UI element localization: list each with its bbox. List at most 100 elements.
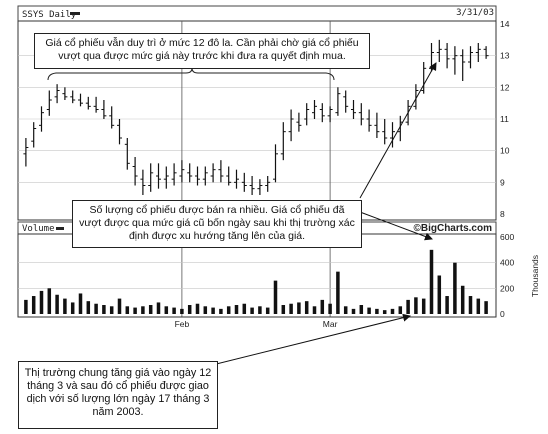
ohlc-bar bbox=[140, 169, 146, 195]
volume-bar bbox=[211, 307, 215, 314]
volume-bar bbox=[226, 306, 231, 314]
x-tick-label: Mar bbox=[323, 319, 338, 329]
volume-bar bbox=[328, 303, 332, 314]
volume-bar bbox=[390, 308, 395, 314]
volume-bar bbox=[297, 302, 301, 314]
volume-bar bbox=[63, 298, 67, 314]
ohlc-bar bbox=[148, 163, 154, 192]
volume-bar bbox=[39, 290, 44, 314]
ohlc-bar bbox=[62, 87, 68, 100]
volume-bar bbox=[453, 262, 457, 314]
ohlc-bar bbox=[444, 43, 450, 69]
ohlc-bar bbox=[187, 163, 193, 183]
ohlc-bar bbox=[280, 122, 286, 161]
volume-bar bbox=[258, 306, 262, 314]
volume-bar bbox=[55, 294, 59, 314]
volume-bar bbox=[117, 298, 122, 314]
ohlc-bar bbox=[234, 169, 239, 189]
ohlc-bar bbox=[335, 87, 341, 116]
ohlc-bar bbox=[374, 112, 380, 138]
ohlc-bar bbox=[366, 109, 372, 132]
volume-bar bbox=[141, 306, 145, 314]
ohlc-bar bbox=[382, 119, 388, 145]
volume-bar bbox=[382, 310, 387, 314]
volume-bar bbox=[148, 305, 153, 314]
volume-bar bbox=[429, 249, 434, 314]
ohlc-bar bbox=[343, 90, 349, 113]
volume-bar bbox=[125, 306, 130, 314]
volume-bar bbox=[234, 305, 239, 314]
volume-bar bbox=[133, 307, 137, 314]
arrow-to-breakout bbox=[359, 62, 437, 199]
ohlc-bar bbox=[483, 46, 489, 59]
ohlc-bar bbox=[265, 176, 271, 192]
ohlc-bar bbox=[54, 84, 60, 104]
volume-bar bbox=[273, 280, 278, 314]
watermark: ©BigCharts.com bbox=[414, 223, 493, 234]
volume-bar bbox=[320, 299, 325, 314]
volume-bar bbox=[468, 296, 473, 314]
resistance-bracket bbox=[47, 67, 335, 81]
volume-bar bbox=[476, 298, 481, 314]
ohlc-bar bbox=[390, 122, 395, 148]
ohlc-bar bbox=[202, 166, 208, 186]
volume-axis-label: Thousands bbox=[530, 255, 540, 297]
volume-series bbox=[24, 249, 488, 314]
price-tick-label: 10 bbox=[500, 146, 510, 156]
ohlc-bar bbox=[46, 90, 52, 116]
volume-axis: 0 200 400 600 bbox=[500, 232, 514, 319]
ohlc-bar bbox=[397, 115, 403, 142]
volume-bar bbox=[94, 303, 98, 314]
ticker-label: SSYS Daily bbox=[22, 10, 77, 20]
volume-label: Volume bbox=[22, 224, 55, 234]
ohlc-bar bbox=[226, 166, 232, 186]
volume-bar bbox=[460, 285, 465, 314]
ohlc-bar bbox=[312, 100, 317, 119]
price-tick-label: 8 bbox=[500, 209, 505, 219]
ohlc-bar bbox=[249, 176, 255, 195]
top-callout: Giá cổ phiếu vẫn duy trì ở mức 12 đô la.… bbox=[34, 33, 370, 69]
price-header-bar bbox=[17, 5, 497, 22]
ohlc-bar bbox=[85, 96, 91, 110]
ohlc-bar bbox=[210, 163, 216, 183]
price-tick-label: 13 bbox=[500, 51, 510, 61]
ohlc-bar bbox=[327, 106, 333, 123]
ohlc-bar bbox=[31, 122, 37, 148]
x-tick-label: Feb bbox=[175, 319, 190, 329]
ohlc-bar bbox=[257, 179, 263, 195]
volume-bar bbox=[242, 303, 247, 314]
volume-bar bbox=[289, 303, 293, 314]
ohlc-bar bbox=[351, 100, 356, 119]
ohlc-bar bbox=[70, 90, 76, 104]
volume-bar bbox=[437, 275, 442, 314]
ohlc-bar bbox=[413, 84, 419, 110]
volume-bar bbox=[86, 301, 91, 314]
ohlc-bar bbox=[319, 103, 325, 123]
ticker-dash-icon bbox=[70, 12, 80, 15]
volume-grid bbox=[18, 262, 496, 289]
volume-dash-icon bbox=[56, 227, 64, 230]
volume-bar bbox=[359, 305, 364, 314]
volume-bar bbox=[250, 307, 254, 314]
ohlc-bar bbox=[117, 119, 122, 145]
ohlc-bar bbox=[195, 166, 200, 186]
volume-bar bbox=[281, 305, 286, 314]
ohlc-bar bbox=[296, 112, 302, 132]
volume-bar bbox=[187, 305, 192, 314]
volume-bar bbox=[265, 307, 270, 314]
price-axis: 8 9 10 11 12 13 14 bbox=[500, 19, 510, 219]
volume-bar bbox=[70, 302, 75, 314]
price-tick-label: 11 bbox=[500, 114, 509, 124]
ohlc-bar bbox=[436, 39, 442, 62]
ohlc-bar bbox=[78, 93, 83, 107]
ohlc-bar bbox=[218, 160, 224, 183]
volume-bar bbox=[406, 299, 410, 314]
bottom-callout: Thị trường chung tăng giá vào ngày 12 th… bbox=[18, 361, 218, 429]
volume-bar bbox=[304, 301, 309, 314]
price-tick-label: 12 bbox=[500, 82, 510, 92]
ohlc-bar bbox=[179, 160, 185, 183]
ohlc-bar bbox=[475, 43, 481, 62]
volume-bar bbox=[156, 302, 161, 314]
ohlc-bar bbox=[171, 163, 177, 186]
